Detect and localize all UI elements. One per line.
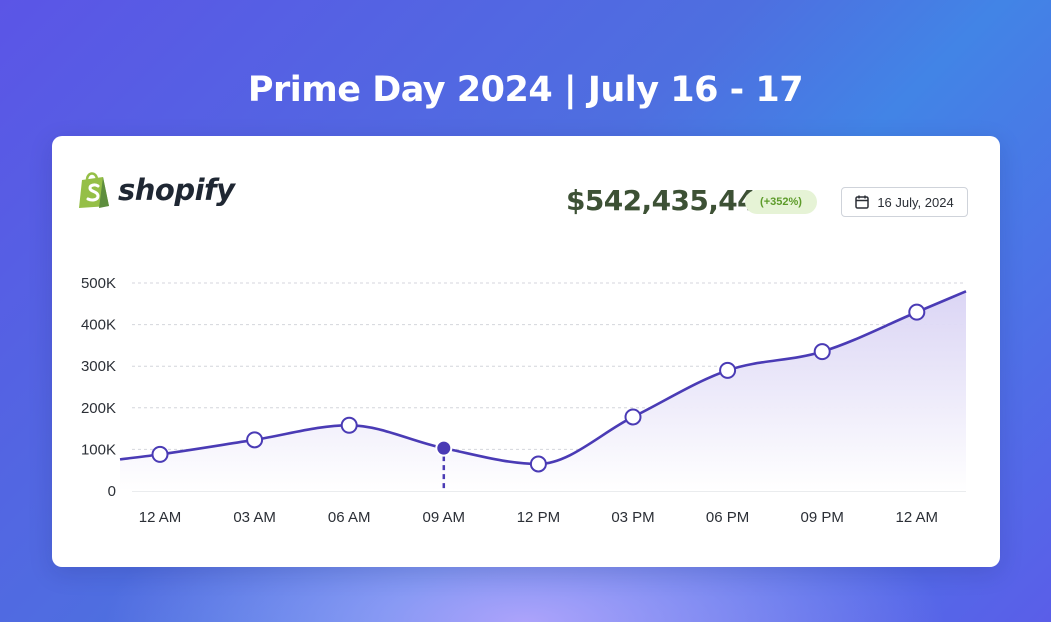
shopify-bag-icon (76, 170, 112, 210)
y-tick-label: 0 (108, 483, 116, 500)
shopify-wordmark: shopify (118, 173, 235, 207)
area-fill (120, 291, 966, 491)
y-tick-label: 400K (81, 317, 116, 334)
sales-card: shopify $542,435,44 (+352%) 16 July, 202… (52, 136, 1000, 567)
headline: Prime Day 2024 | July 16 - 17 (247, 70, 804, 110)
data-point[interactable] (246, 431, 264, 449)
y-tick-label: 100K (81, 441, 116, 458)
x-tick-label: 12 PM (517, 509, 560, 526)
shopify-logo: shopify (76, 170, 235, 210)
y-tick-label: 500K (81, 275, 116, 292)
data-point[interactable] (529, 455, 547, 473)
x-tick-label: 09 AM (423, 509, 466, 526)
data-point[interactable] (813, 343, 831, 361)
sales-chart: 0 100K 200K 300K 400K 500K 12 AM 03 AM 06 AM 09 … (81, 275, 967, 526)
data-point[interactable] (151, 445, 169, 463)
highlighted-data-point[interactable] (435, 439, 453, 457)
data-point[interactable] (624, 408, 642, 426)
date-label: 16 July, 2024 (877, 194, 954, 210)
x-tick-label: 09 PM (801, 509, 844, 526)
data-point[interactable] (908, 303, 926, 321)
x-tick-label: 12 AM (139, 509, 182, 526)
x-tick-label: 12 AM (896, 509, 939, 526)
data-point[interactable] (340, 416, 358, 434)
total-sales: $542,435,44 (566, 184, 757, 217)
x-tick-label: 03 PM (611, 509, 654, 526)
y-tick-label: 200K (81, 400, 116, 417)
calendar-icon (855, 195, 870, 209)
x-tick-label: 03 AM (233, 509, 276, 526)
data-point[interactable] (719, 361, 737, 379)
date-picker-button[interactable]: 16 July, 2024 (841, 187, 968, 217)
x-tick-label: 06 PM (706, 509, 749, 526)
x-tick-label: 06 AM (328, 509, 371, 526)
change-badge: (+352%) (745, 190, 817, 214)
y-tick-label: 300K (81, 358, 116, 375)
